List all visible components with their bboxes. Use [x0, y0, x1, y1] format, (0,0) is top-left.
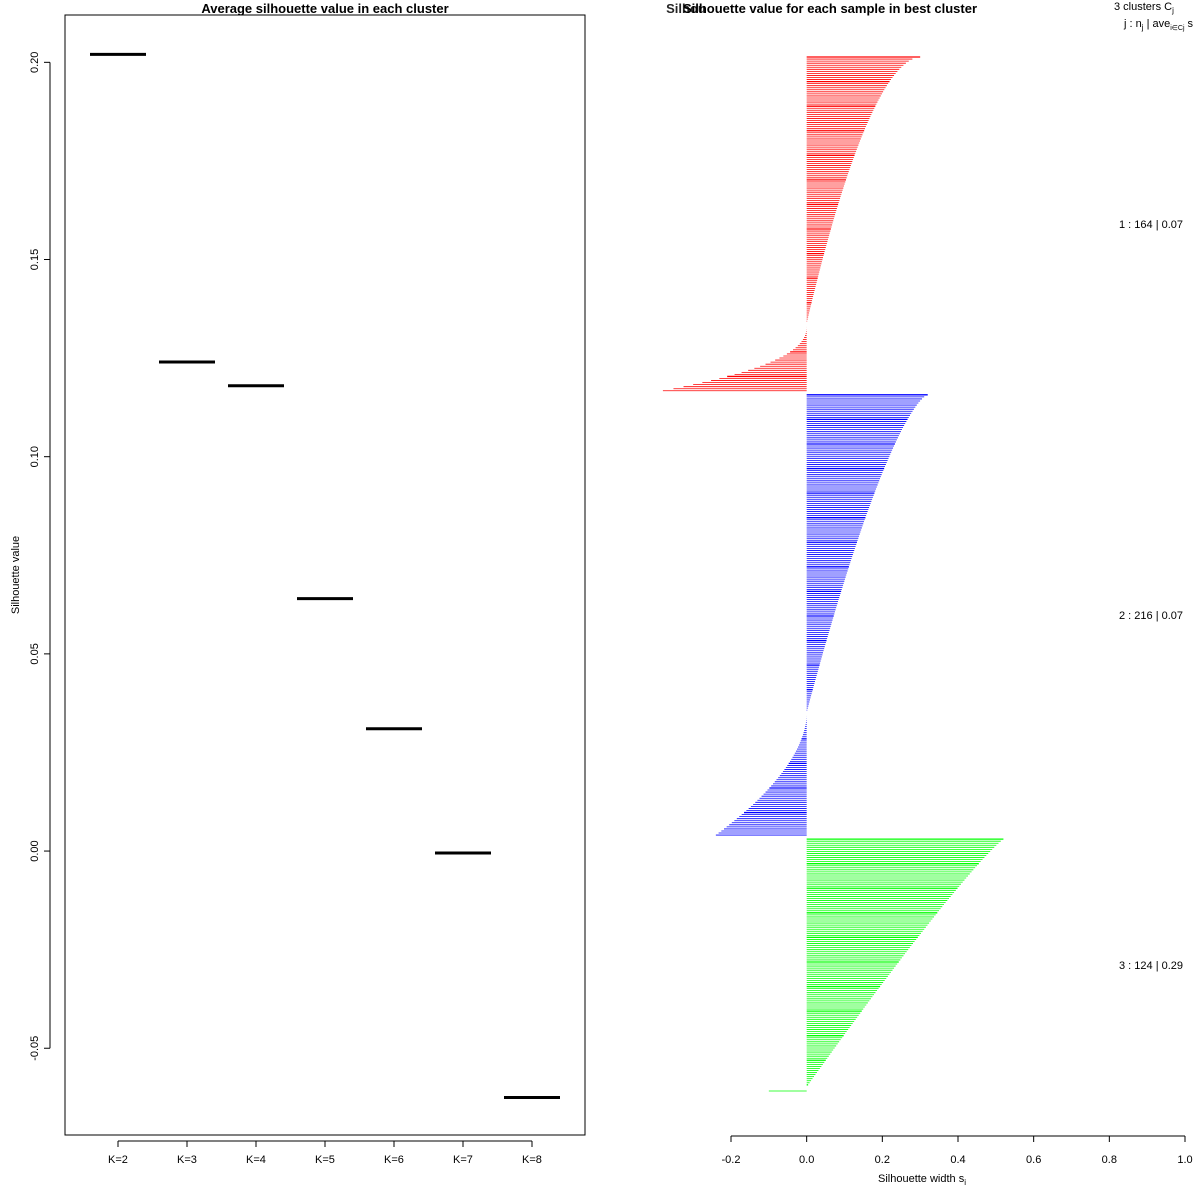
right-title-overlap-fragment: Silhou	[666, 1, 706, 16]
left-x-tick-label: K=8	[522, 1154, 542, 1166]
legend-cluster-2: 2 : 216 | 0.07	[1119, 610, 1183, 622]
left-y-tick-label: 0.20	[29, 52, 41, 73]
legend-header: 3 clusters Cj	[1114, 1, 1174, 15]
cluster-legend: 3 clusters Cj j : nj | avei∈Cj s 1 : 164…	[1114, 1, 1194, 972]
legend-subheader-j: j	[1141, 23, 1144, 32]
right-x-label-subscript: i	[964, 1178, 966, 1187]
cluster-3-bars	[768, 838, 1004, 1092]
left-y-axis: -0.05 0.00 0.05 0.10 0.15 0.20	[29, 52, 51, 1061]
legend-cluster-3: 3 : 124 | 0.29	[1119, 960, 1183, 972]
left-x-tick-label: K=2	[108, 1154, 128, 1166]
legend-subheader-sub: i∈Cj	[1170, 25, 1185, 32]
right-x-label: Silhouette width si	[878, 1173, 966, 1187]
legend-rows: 1 : 164 | 0.07 2 : 216 | 0.07 3 : 124 | 0.…	[1119, 219, 1183, 972]
left-y-tick-label: 0.00	[29, 840, 41, 861]
right-panel: Silhouette value for each sample in best…	[662, 1, 1194, 1187]
legend-header-main: 3 clusters C	[1114, 1, 1172, 13]
left-x-tick-label: K=3	[177, 1154, 197, 1166]
right-x-label-main: Silhouette width s	[878, 1173, 965, 1185]
left-y-tick-label: -0.05	[29, 1036, 41, 1061]
left-x-axis: K=2 K=3 K=4 K=5 K=6 K=7 K=8	[108, 1140, 542, 1166]
right-x-tick-label: 0.2	[875, 1154, 890, 1166]
left-y-tick-label: 0.05	[29, 643, 41, 664]
left-x-tick-label: K=4	[246, 1154, 266, 1166]
left-x-tick-label: K=7	[453, 1154, 473, 1166]
left-marks	[90, 52, 560, 1100]
left-title: Average silhouette value in each cluster	[201, 1, 448, 16]
left-y-label: Silhouette value	[10, 536, 22, 614]
right-x-tick-label: 0.4	[950, 1154, 965, 1166]
left-y-tick-label: 0.15	[29, 249, 41, 270]
legend-subheader: j : nj | avei∈Cj s	[1123, 18, 1194, 32]
right-x-tick-label: -0.2	[722, 1154, 741, 1166]
left-plot-frame	[64, 14, 586, 1136]
left-x-tick-label: K=6	[384, 1154, 404, 1166]
left-panel: Average silhouette value in each cluster…	[10, 1, 586, 1166]
right-x-tick-label: 0.0	[799, 1154, 814, 1166]
right-title: Silhouette value for each sample in best…	[683, 1, 977, 16]
cluster-1-bars	[662, 56, 921, 392]
right-x-axis: -0.2 0.0 0.2 0.4 0.6 0.8 1.0	[722, 1135, 1193, 1166]
right-bars	[662, 56, 1004, 1092]
right-x-tick-label: 1.0	[1177, 1154, 1192, 1166]
right-x-tick-label: 0.8	[1102, 1154, 1117, 1166]
legend-cluster-1: 1 : 164 | 0.07	[1119, 219, 1183, 231]
left-x-tick-label: K=5	[315, 1154, 335, 1166]
legend-subheader-mid: | ave	[1144, 18, 1171, 30]
cluster-2-bars	[715, 394, 928, 836]
legend-header-subscript: j	[1171, 6, 1174, 15]
left-y-tick-label: 0.10	[29, 446, 41, 467]
legend-subheader-suffix: s	[1185, 18, 1194, 30]
right-x-tick-label: 0.6	[1026, 1154, 1041, 1166]
legend-subheader-prefix: j : n	[1123, 18, 1142, 30]
